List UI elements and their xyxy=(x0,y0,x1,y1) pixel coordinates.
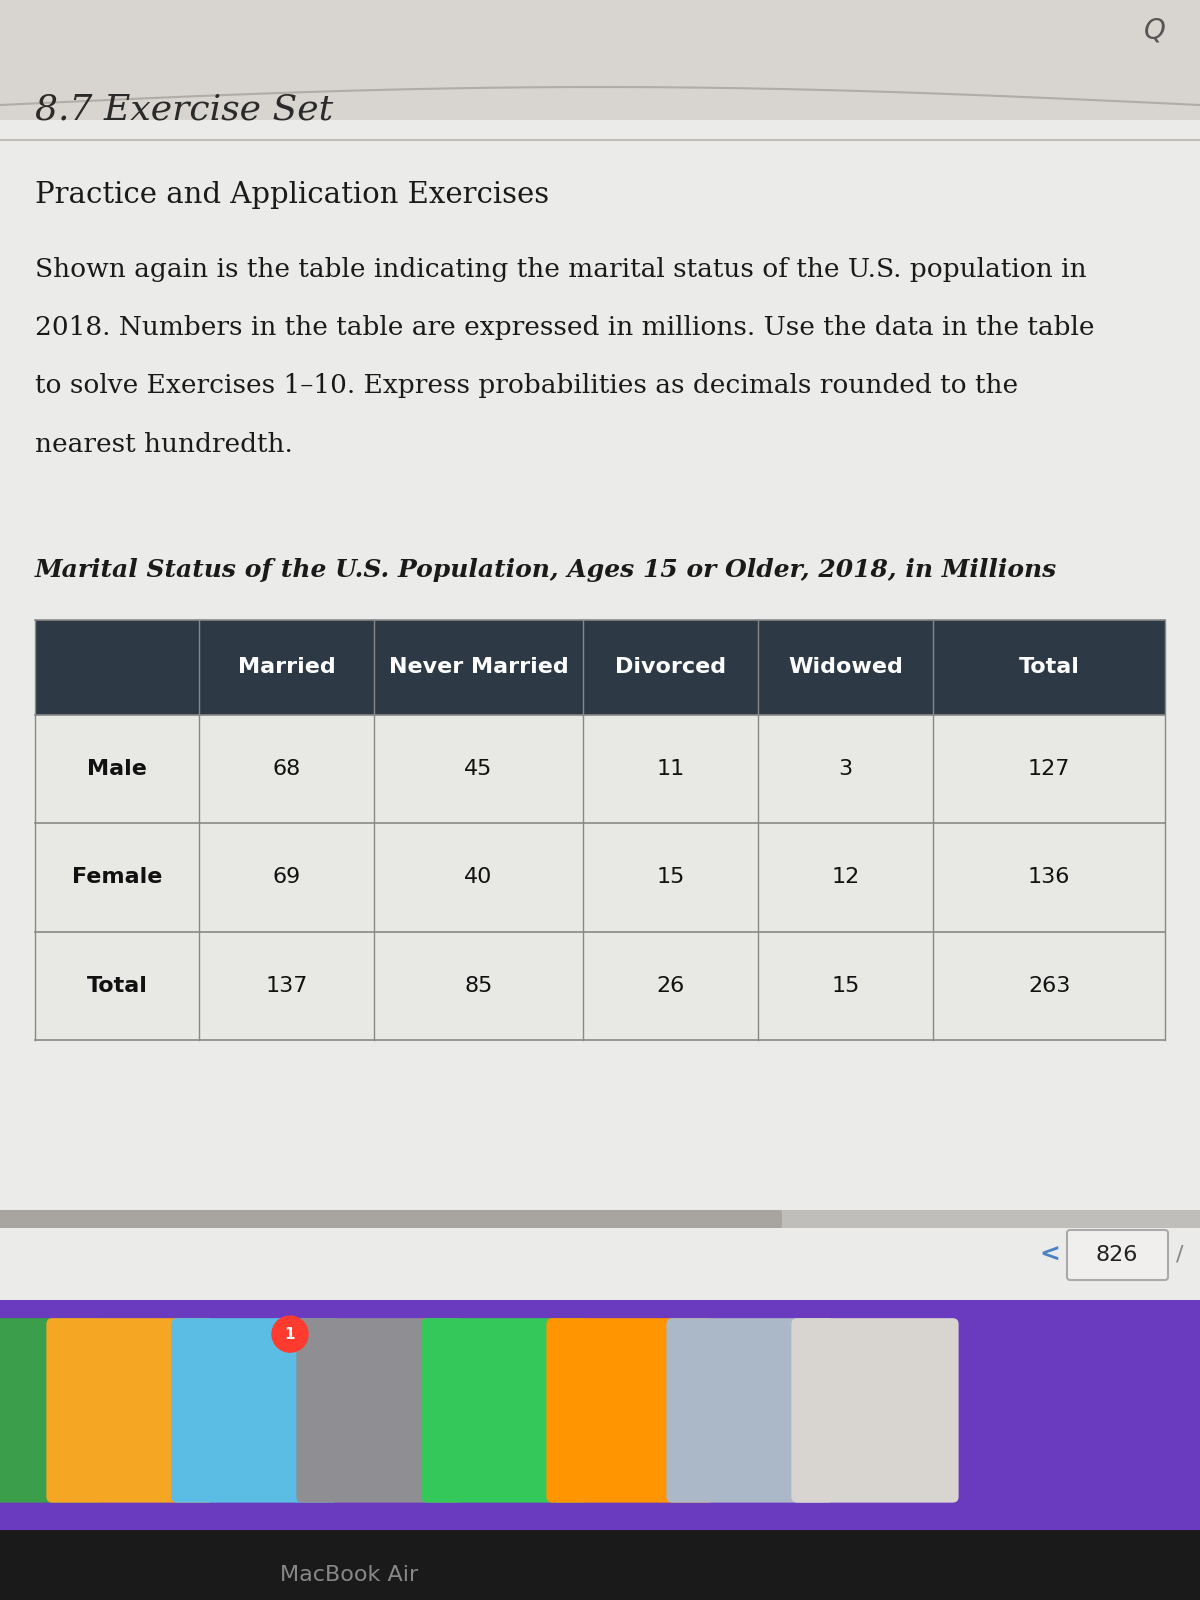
Text: 263: 263 xyxy=(1028,976,1070,995)
FancyBboxPatch shape xyxy=(35,619,1165,715)
Text: Divorced: Divorced xyxy=(616,658,726,677)
Text: 69: 69 xyxy=(272,867,300,888)
FancyBboxPatch shape xyxy=(1067,1230,1168,1280)
Text: 127: 127 xyxy=(1028,758,1070,779)
Text: Male: Male xyxy=(86,758,146,779)
FancyBboxPatch shape xyxy=(0,1318,103,1502)
Text: Widowed: Widowed xyxy=(788,658,904,677)
Text: Never Married: Never Married xyxy=(389,658,569,677)
FancyBboxPatch shape xyxy=(172,1318,338,1502)
Text: Female: Female xyxy=(72,867,162,888)
Text: 12: 12 xyxy=(832,867,860,888)
Text: Total: Total xyxy=(1019,658,1080,677)
Text: Total: Total xyxy=(86,976,148,995)
Text: 137: 137 xyxy=(265,976,307,995)
Text: 3: 3 xyxy=(839,758,853,779)
Text: 68: 68 xyxy=(272,758,300,779)
Text: 136: 136 xyxy=(1028,867,1070,888)
FancyBboxPatch shape xyxy=(0,1210,782,1229)
FancyBboxPatch shape xyxy=(546,1318,714,1502)
Text: Shown again is the table indicating the marital status of the U.S. population in: Shown again is the table indicating the … xyxy=(35,258,1087,283)
FancyBboxPatch shape xyxy=(0,0,1200,1421)
Text: 40: 40 xyxy=(464,867,493,888)
Text: 85: 85 xyxy=(464,976,493,995)
Text: Married: Married xyxy=(238,658,335,677)
FancyBboxPatch shape xyxy=(47,1318,214,1502)
Text: /: / xyxy=(1176,1245,1183,1266)
Text: 15: 15 xyxy=(656,867,685,888)
Text: 826: 826 xyxy=(1096,1245,1138,1266)
FancyBboxPatch shape xyxy=(35,931,1165,1040)
Text: Q: Q xyxy=(1144,16,1166,43)
FancyBboxPatch shape xyxy=(35,715,1165,822)
FancyBboxPatch shape xyxy=(0,1530,1200,1600)
FancyBboxPatch shape xyxy=(35,822,1165,931)
Text: Marital Status of the U.S. Population, Ages 15 or Older, 2018, in Millions: Marital Status of the U.S. Population, A… xyxy=(35,558,1057,582)
Text: 11: 11 xyxy=(656,758,685,779)
FancyBboxPatch shape xyxy=(0,1210,1200,1229)
Text: 15: 15 xyxy=(832,976,860,995)
FancyBboxPatch shape xyxy=(0,0,1200,120)
Text: nearest hundredth.: nearest hundredth. xyxy=(35,432,293,456)
Text: 1: 1 xyxy=(284,1326,295,1342)
Text: 45: 45 xyxy=(464,758,493,779)
Circle shape xyxy=(272,1317,308,1352)
Text: 26: 26 xyxy=(656,976,685,995)
FancyBboxPatch shape xyxy=(421,1318,589,1502)
FancyBboxPatch shape xyxy=(666,1318,834,1502)
FancyBboxPatch shape xyxy=(791,1318,959,1502)
Text: to solve Exercises 1–10. Express probabilities as decimals rounded to the: to solve Exercises 1–10. Express probabi… xyxy=(35,373,1018,398)
FancyBboxPatch shape xyxy=(296,1318,463,1502)
Text: Practice and Application Exercises: Practice and Application Exercises xyxy=(35,181,550,210)
Text: <: < xyxy=(1039,1243,1061,1267)
Text: 8.7 Exercise Set: 8.7 Exercise Set xyxy=(35,93,334,126)
Text: 2018. Numbers in the table are expressed in millions. Use the data in the table: 2018. Numbers in the table are expressed… xyxy=(35,315,1094,341)
Text: MacBook Air: MacBook Air xyxy=(280,1565,419,1586)
FancyBboxPatch shape xyxy=(0,1299,1200,1530)
